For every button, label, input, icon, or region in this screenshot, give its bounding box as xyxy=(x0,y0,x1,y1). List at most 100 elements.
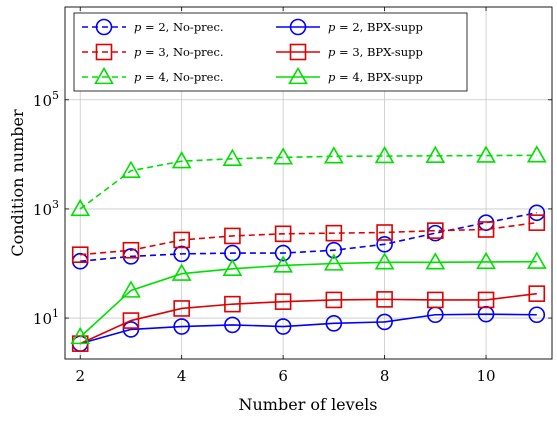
legend-label-variable: p xyxy=(134,45,142,59)
series-line xyxy=(79,292,537,345)
data-point xyxy=(121,160,141,178)
data-point xyxy=(173,245,190,263)
y-tick-label: 101 xyxy=(33,307,59,328)
legend-label: p = 2, BPX-supp xyxy=(328,20,423,34)
data-point xyxy=(274,293,292,310)
legend-entry: p = 3, No-prec. xyxy=(82,43,224,61)
y-tick-base: 10 xyxy=(33,92,52,110)
series-line xyxy=(80,211,537,263)
series-6 xyxy=(70,251,547,345)
data-point xyxy=(528,204,546,222)
data-point xyxy=(476,251,496,270)
y-tick-exponent: 3 xyxy=(52,198,59,211)
x-tick-label: 4 xyxy=(177,367,187,385)
y-tick-label: 105 xyxy=(33,89,59,110)
legend-label-text: = 2, BPX-supp xyxy=(335,20,422,34)
data-point xyxy=(122,241,140,259)
legend-label: p = 2, No-prec. xyxy=(134,20,224,34)
series-4 xyxy=(71,285,546,352)
x-tick-label: 10 xyxy=(477,367,496,385)
data-point xyxy=(427,222,444,239)
data-point xyxy=(122,321,140,338)
series-line xyxy=(79,260,537,338)
data-point xyxy=(224,316,241,334)
series-1 xyxy=(71,204,546,270)
legend-marker xyxy=(289,18,307,36)
data-point xyxy=(528,306,546,324)
legend-label-text: = 2, No-prec. xyxy=(141,20,223,34)
data-point xyxy=(121,280,141,298)
legend-box xyxy=(73,12,468,92)
legend-marker xyxy=(288,66,308,85)
legend-label-text: = 3, No-prec. xyxy=(141,45,223,59)
series-2 xyxy=(71,305,546,352)
legend-entry: p = 2, BPX-supp xyxy=(276,18,423,36)
series-line xyxy=(79,154,537,210)
legend-label-variable: p xyxy=(328,20,336,34)
legend-label: p = 4, No-prec. xyxy=(134,70,224,84)
data-point xyxy=(274,318,292,335)
x-axis-title: Number of levels xyxy=(239,395,378,414)
data-point xyxy=(526,251,547,269)
data-point xyxy=(376,235,393,253)
legend-label-variable: p xyxy=(134,70,142,84)
data-point xyxy=(273,255,294,273)
data-point xyxy=(477,291,495,309)
legend-label: p = 3, No-prec. xyxy=(134,45,224,59)
data-point xyxy=(427,291,444,309)
data-point xyxy=(526,145,547,163)
series-5 xyxy=(70,145,547,217)
data-point xyxy=(222,148,243,166)
x-tick-label: 6 xyxy=(278,367,288,385)
data-point xyxy=(323,253,344,271)
data-point xyxy=(71,246,89,263)
plot-frame xyxy=(64,6,553,360)
data-point xyxy=(224,227,241,245)
legend-label: p = 4, BPX-supp xyxy=(328,70,423,84)
legend-entry: p = 3, BPX-supp xyxy=(276,43,423,61)
y-tick-label: 103 xyxy=(33,198,59,219)
x-tick-label: 8 xyxy=(380,367,390,385)
data-point xyxy=(528,214,546,231)
data-point xyxy=(274,244,292,262)
data-point xyxy=(70,198,91,217)
data-point xyxy=(171,151,192,169)
legend-label-text: = 4, No-prec. xyxy=(141,70,223,84)
legend-label-variable: p xyxy=(328,70,336,84)
data-point xyxy=(425,145,446,163)
y-tick-base: 10 xyxy=(33,310,52,328)
y-tick-exponent: 1 xyxy=(52,307,59,320)
data-point xyxy=(323,146,344,164)
series-line xyxy=(80,313,537,345)
y-tick-base: 10 xyxy=(33,201,52,219)
legend-label-variable: p xyxy=(328,45,336,59)
data-point xyxy=(171,263,192,281)
legend-entry: p = 4, BPX-supp xyxy=(276,66,423,85)
legend-label-variable: p xyxy=(134,20,142,34)
data-point xyxy=(273,147,294,165)
data-point xyxy=(374,145,395,164)
series-3 xyxy=(71,214,546,263)
data-point xyxy=(224,295,241,313)
legend-marker xyxy=(289,43,307,61)
data-point xyxy=(425,252,446,270)
series-layer xyxy=(70,145,547,352)
data-point xyxy=(528,285,546,302)
data-point xyxy=(173,318,190,335)
data-point xyxy=(122,312,140,329)
legend-marker xyxy=(94,66,114,85)
data-point xyxy=(376,291,393,308)
y-tick-exponent: 5 xyxy=(52,89,59,102)
y-axis-title: Condition number xyxy=(8,109,27,257)
data-point xyxy=(173,300,190,317)
legend-label: p = 3, BPX-supp xyxy=(328,45,423,59)
data-point xyxy=(376,224,393,241)
data-point xyxy=(325,224,343,242)
legend-marker xyxy=(95,43,113,61)
data-point xyxy=(477,221,495,238)
data-point xyxy=(325,241,343,259)
legend-label-text: = 4, BPX-supp xyxy=(335,70,422,84)
